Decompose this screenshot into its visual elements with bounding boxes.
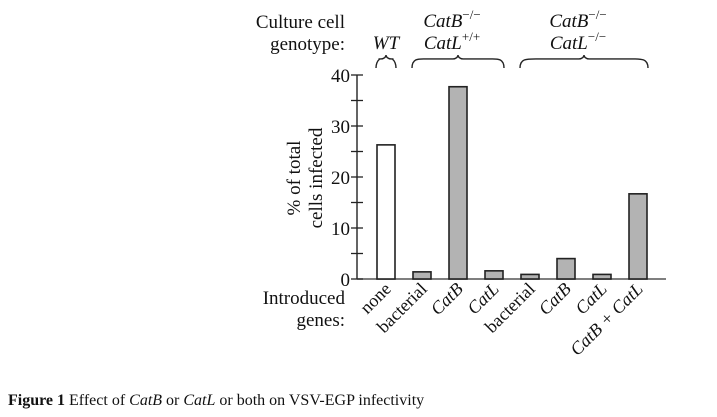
bar-1 [376,144,396,280]
caption-part: or both on VSV-EGP infectivity [215,392,425,409]
group-genotype-wt: WT [373,33,401,54]
y-tick-label: 40 [331,66,350,87]
figure-caption: Figure 1 Effect of CatB or CatL or both … [8,392,424,410]
caption-part: CatL [183,392,216,409]
y-tick-label: 0 [341,270,351,291]
group-genotype-catl: CatL−/− [550,29,606,54]
figure-label: Figure 1 [8,392,66,409]
y-tick-label: 10 [331,219,350,240]
y-tick-label: 30 [331,117,350,138]
caption-text: Effect of CatB or CatL or both on VSV-EG… [65,392,424,409]
group-genotype-catb: CatB−/− [423,7,480,32]
group-genotype-catb: CatB−/− [549,7,606,32]
genotype-header-label: Culture cell [256,12,345,33]
caption-part: or [162,392,184,409]
category-label: CatB [427,279,467,319]
caption-part: CatB [129,392,163,409]
bar-6 [556,257,576,280]
y-tick-label: 20 [331,168,350,189]
genotype-header-label: genotype: [270,34,345,55]
bar-8 [628,193,648,280]
bar-2 [412,271,432,280]
group-brace [411,54,505,69]
y-axis-label: % of total [284,141,305,216]
category-label: CatB [535,279,575,319]
introduced-genes-label: genes: [296,310,345,331]
bar-4 [484,270,504,280]
caption-part: Effect of [65,392,130,409]
group-brace [375,54,397,69]
introduced-genes-label: Introduced [263,288,346,309]
bar-7 [592,273,612,280]
bar-5 [520,273,540,280]
y-axis-label: cells infected [306,127,327,228]
group-genotype-catl: CatL+/+ [424,29,480,54]
group-brace [519,54,649,69]
bar-3 [448,85,468,280]
